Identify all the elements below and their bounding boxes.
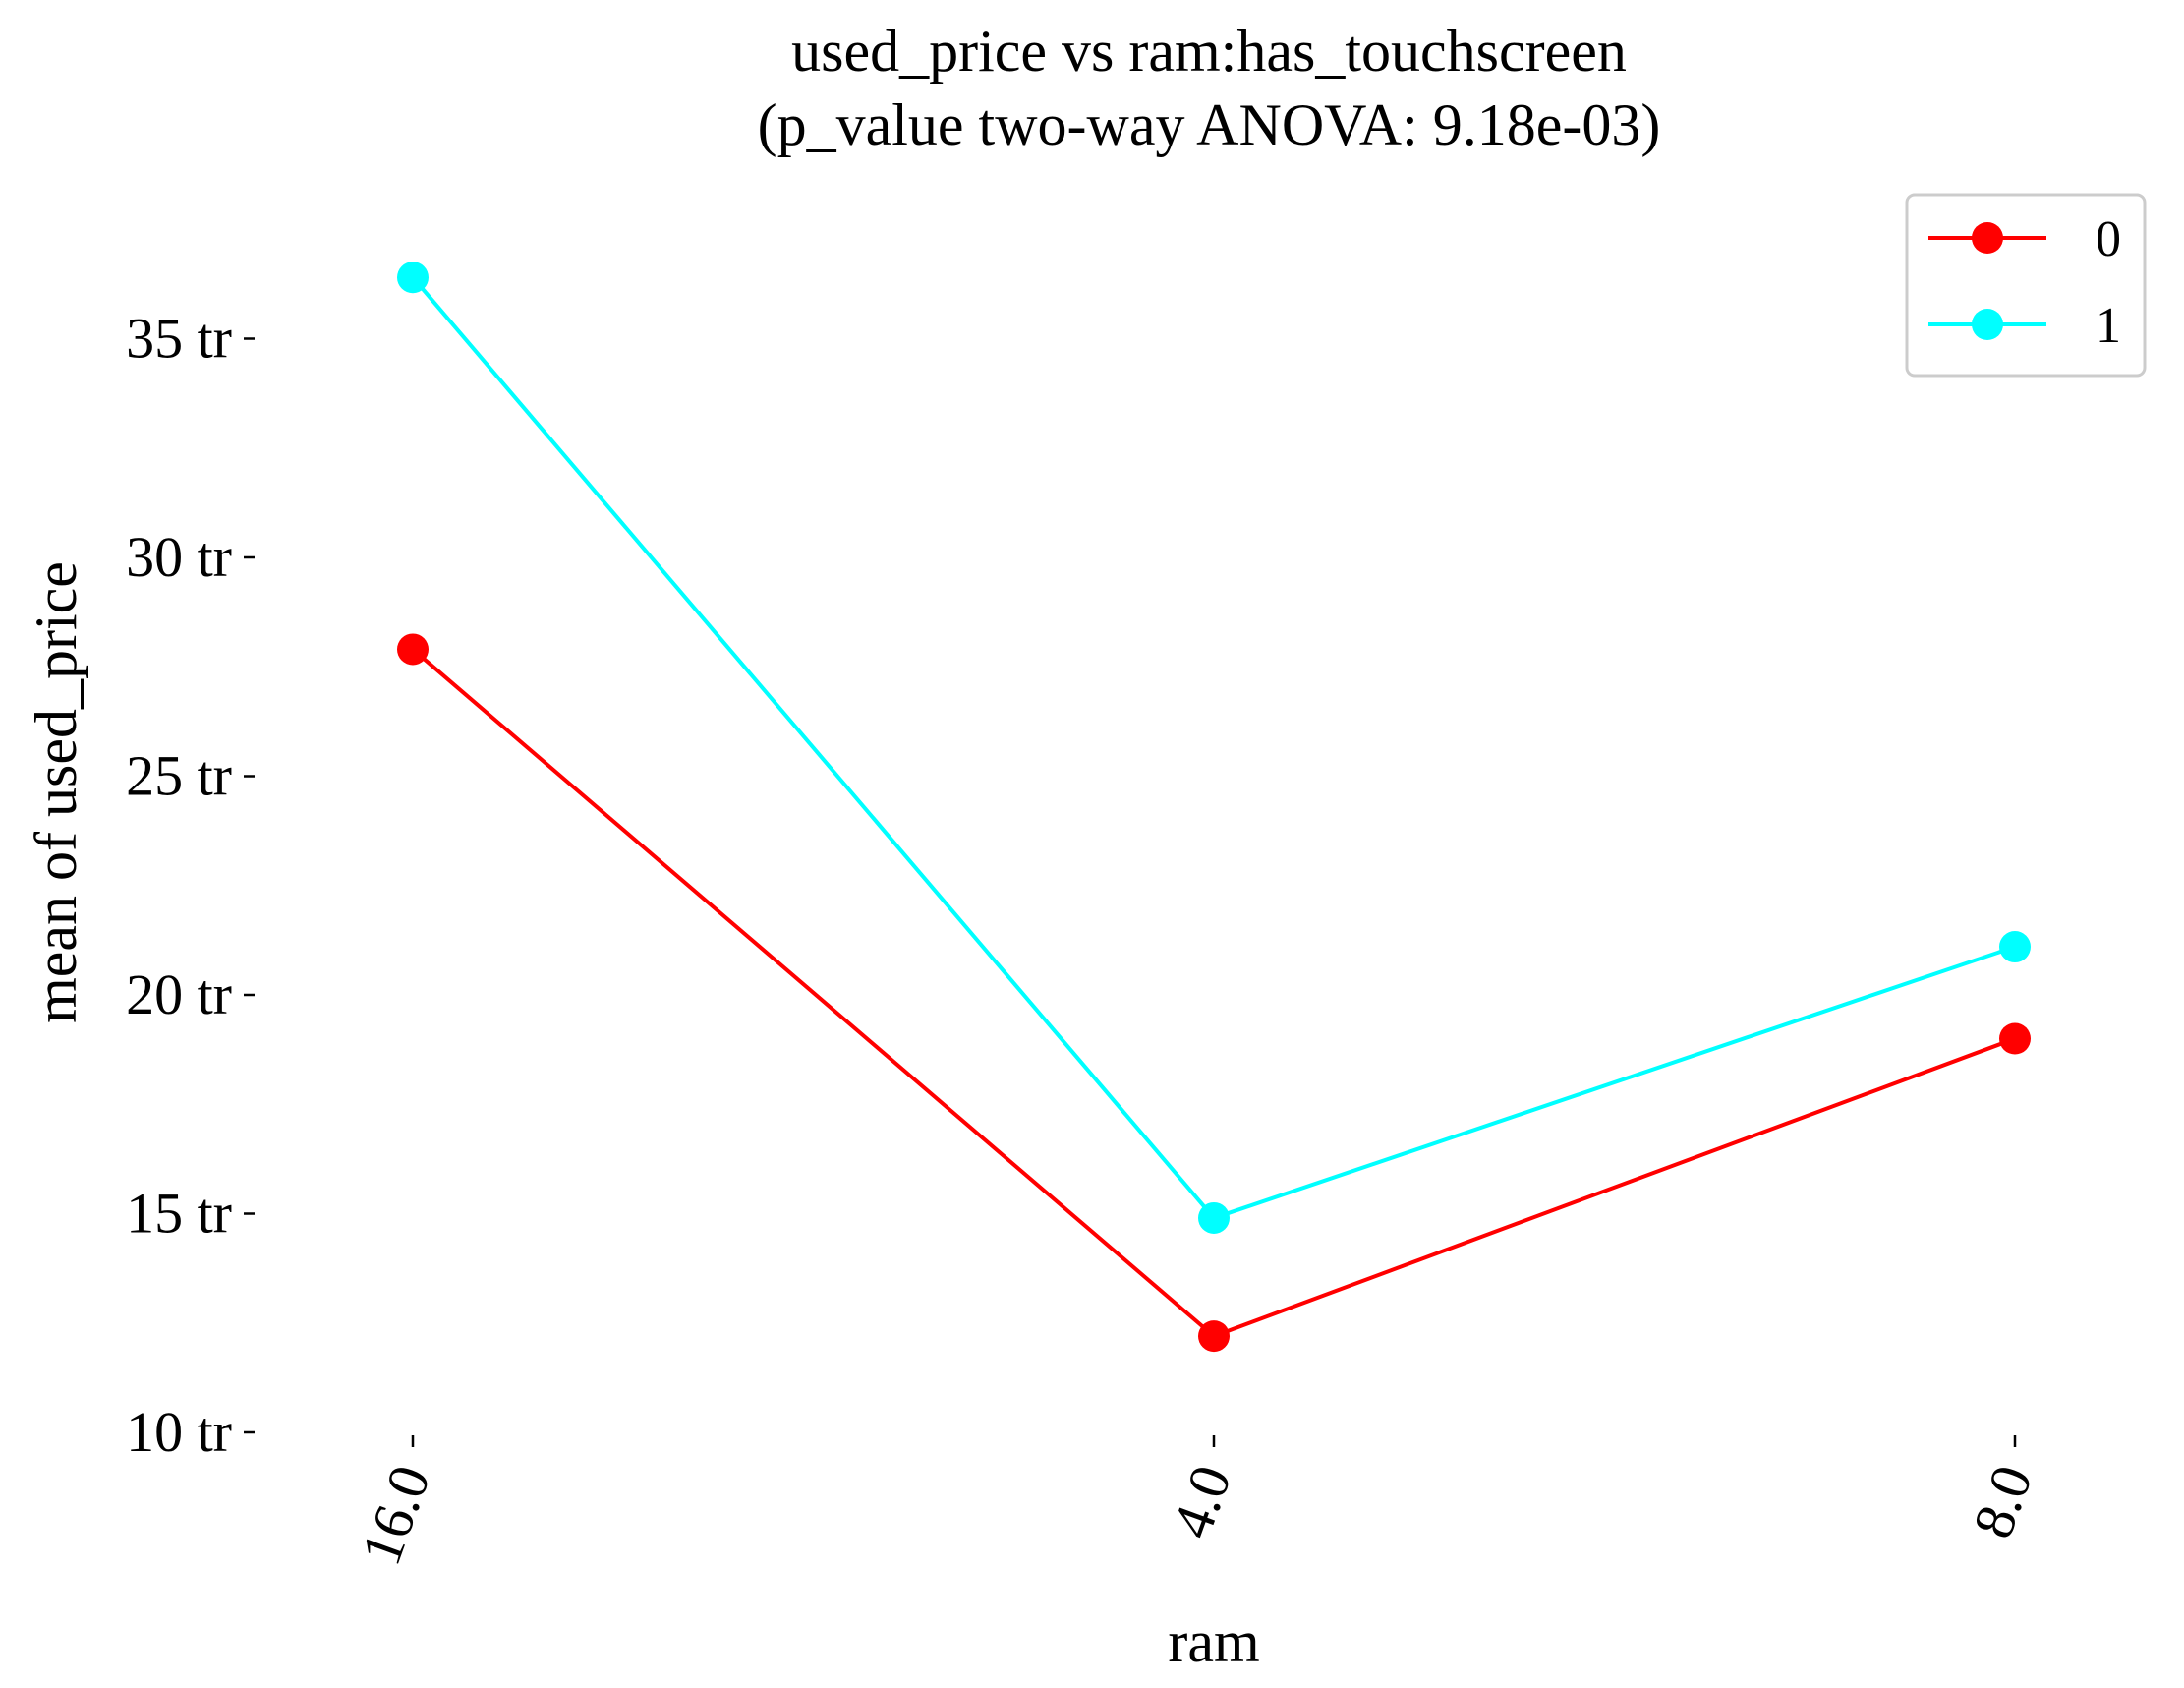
legend-label: 1 [2096, 298, 2121, 354]
legend-entry: 1 [1928, 298, 2121, 354]
y-tick-label: 10 tr [126, 1400, 232, 1464]
x-tick-label: 16.0 [348, 1457, 442, 1573]
x-tick-label: 4.0 [1159, 1457, 1243, 1545]
data-point [1999, 1022, 2031, 1055]
series-0 [397, 633, 2031, 1353]
x-axis: 16.0 4.0 8.0 [348, 1435, 2044, 1573]
data-point [397, 633, 429, 666]
data-point [1999, 931, 2031, 963]
x-tick-label: 8.0 [1960, 1457, 2044, 1545]
y-axis: 10 tr 15 tr 20 tr 25 tr 30 tr 35 tr [126, 307, 255, 1464]
y-tick-label: 20 tr [126, 962, 232, 1026]
data-point [397, 262, 429, 294]
legend-swatch-marker [1972, 309, 2003, 340]
y-tick-label: 30 tr [126, 525, 232, 589]
y-tick-label: 15 tr [126, 1182, 232, 1246]
y-tick-label: 35 tr [126, 307, 232, 371]
series-line [411, 275, 2016, 1220]
chart-title: used_price vs ram:has_touchscreen [791, 19, 1627, 84]
series-1 [397, 262, 2031, 1234]
series-layer [397, 262, 2031, 1353]
x-axis-label: ram [1168, 1609, 1259, 1674]
legend-entry: 0 [1928, 211, 2121, 267]
legend: 01 [1905, 193, 2147, 378]
y-tick-label: 25 tr [126, 744, 232, 808]
data-point [1198, 1320, 1230, 1353]
legend-swatch-marker [1972, 222, 2003, 254]
data-point [1198, 1201, 1230, 1234]
legend-label: 0 [2096, 211, 2121, 267]
y-axis-label: mean of used_price [24, 561, 88, 1023]
chart-subtitle: (p_value two-way ANOVA: 9.18e-03) [758, 92, 1661, 157]
